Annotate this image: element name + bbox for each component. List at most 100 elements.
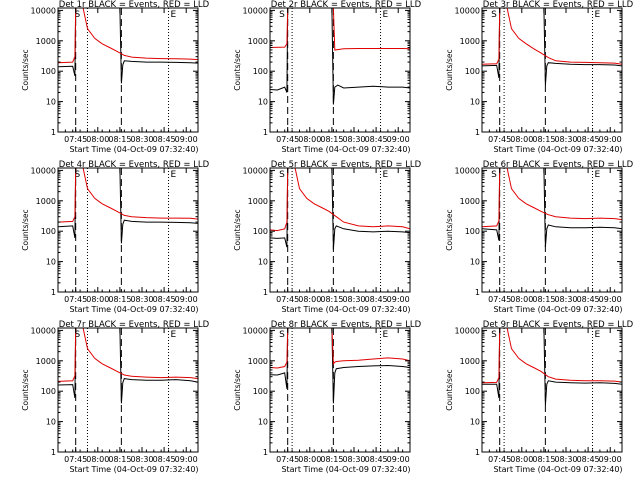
y-tick-label: 1000 <box>460 197 480 206</box>
events-series-line <box>58 328 198 404</box>
y-tick-label: 10 <box>258 418 268 427</box>
lld-series-line <box>270 328 410 369</box>
plot-frame <box>481 327 623 453</box>
y-tick-label: 1 <box>51 288 56 297</box>
x-tick-label: 08:00 <box>86 455 109 464</box>
plot-title: Det 9r BLACK = Events, RED = LLD <box>483 320 634 330</box>
events-series-line <box>270 8 410 105</box>
start-marker-label: S <box>74 330 80 340</box>
lld-series-line <box>270 8 410 51</box>
y-tick-label: 1000 <box>36 357 56 366</box>
x-tick-label: 07:45 <box>64 295 87 304</box>
end-marker-label: E <box>383 330 389 340</box>
events-series-line <box>58 8 198 84</box>
x-tick-label: 08:30 <box>130 295 153 304</box>
y-tick-label: 1 <box>475 128 480 137</box>
y-axis-label: Counts/sec <box>233 209 242 250</box>
y-tick-label: 1 <box>263 128 268 137</box>
x-axis-label: Start Time (04-Oct-09 07:32:40) <box>281 145 410 154</box>
x-axis-label: Start Time (04-Oct-09 07:32:40) <box>281 305 410 314</box>
end-marker-label: E <box>383 10 389 20</box>
start-marker-label: S <box>279 170 285 180</box>
x-tick-label: 07:45 <box>488 455 511 464</box>
x-tick-label: 08:00 <box>86 135 109 144</box>
x-tick-label: 09:00 <box>175 295 198 304</box>
y-tick-label: 100 <box>465 387 480 396</box>
x-axis-label: Start Time (04-Oct-09 07:32:40) <box>493 465 622 474</box>
x-tick-label: 08:00 <box>510 455 533 464</box>
x-tick-label: 08:45 <box>153 455 176 464</box>
x-tick-label: 08:30 <box>342 295 365 304</box>
y-tick-label: 10 <box>258 258 268 267</box>
plot-title: Det 4r BLACK = Events, RED = LLD <box>59 160 210 170</box>
x-tick-label: 08:00 <box>298 295 321 304</box>
y-tick-label: 10000 <box>455 326 480 335</box>
x-tick-label: 09:00 <box>599 455 622 464</box>
end-marker-label: E <box>595 330 601 340</box>
x-tick-label: 08:00 <box>298 135 321 144</box>
x-tick-label: 09:00 <box>175 135 198 144</box>
plot-frame <box>57 7 199 133</box>
x-tick-label: 08:30 <box>554 455 577 464</box>
y-axis-label: Counts/sec <box>233 49 242 90</box>
y-tick-label: 1000 <box>36 197 56 206</box>
y-tick-label: 100 <box>41 67 56 76</box>
start-marker-label: S <box>491 170 497 180</box>
plot-frame <box>269 7 411 133</box>
x-tick-label: 08:15 <box>532 295 555 304</box>
x-axis-label: Start Time (04-Oct-09 07:32:40) <box>493 305 622 314</box>
y-tick-label: 10 <box>258 98 268 107</box>
x-tick-label: 07:45 <box>488 295 511 304</box>
x-tick-label: 09:00 <box>599 135 622 144</box>
x-tick-label: 07:45 <box>276 135 299 144</box>
x-tick-label: 08:45 <box>577 295 600 304</box>
x-tick-label: 08:15 <box>108 135 131 144</box>
y-tick-label: 10000 <box>31 326 56 335</box>
x-axis-label: Start Time (04-Oct-09 07:32:40) <box>281 465 410 474</box>
lld-series-line <box>482 168 622 228</box>
x-tick-label: 08:15 <box>532 455 555 464</box>
events-series-line <box>270 328 410 404</box>
y-tick-label: 10 <box>470 98 480 107</box>
plot-title: Det 3r BLACK = Events, RED = LLD <box>483 0 634 10</box>
plot-frame <box>481 167 623 293</box>
y-tick-label: 10000 <box>243 326 268 335</box>
x-tick-label: 08:15 <box>108 455 131 464</box>
x-tick-label: 08:45 <box>365 295 388 304</box>
y-axis-label: Counts/sec <box>21 49 30 90</box>
events-series-line <box>58 168 198 244</box>
y-tick-label: 10 <box>46 258 56 267</box>
y-tick-label: 100 <box>465 67 480 76</box>
x-axis-label: Start Time (04-Oct-09 07:32:40) <box>69 465 198 474</box>
y-tick-label: 10000 <box>455 166 480 175</box>
events-series-line <box>482 168 622 248</box>
plot-title: Det 7r BLACK = Events, RED = LLD <box>59 320 210 330</box>
lld-series-line <box>482 328 622 384</box>
plot-title: Det 6r BLACK = Events, RED = LLD <box>483 160 634 170</box>
x-tick-label: 08:30 <box>342 455 365 464</box>
plot-frame <box>481 7 623 133</box>
x-tick-label: 08:30 <box>554 295 577 304</box>
start-marker-label: S <box>491 10 497 20</box>
y-tick-label: 1000 <box>36 37 56 46</box>
x-tick-label: 07:45 <box>64 135 87 144</box>
events-series-line <box>482 328 622 406</box>
y-tick-label: 1000 <box>248 197 268 206</box>
x-axis-label: Start Time (04-Oct-09 07:32:40) <box>69 305 198 314</box>
y-tick-label: 1 <box>51 128 56 137</box>
x-tick-label: 08:00 <box>298 455 321 464</box>
y-axis-label: Counts/sec <box>21 209 30 250</box>
end-marker-label: E <box>171 330 177 340</box>
plot-frame <box>57 327 199 453</box>
y-tick-label: 1 <box>263 448 268 457</box>
y-tick-label: 10 <box>470 418 480 427</box>
plot-title: Det 8r BLACK = Events, RED = LLD <box>271 320 422 330</box>
x-tick-label: 09:00 <box>387 135 410 144</box>
y-tick-label: 1 <box>475 448 480 457</box>
y-tick-label: 1 <box>263 288 268 297</box>
x-tick-label: 08:15 <box>320 455 343 464</box>
y-axis-label: Counts/sec <box>445 49 454 90</box>
